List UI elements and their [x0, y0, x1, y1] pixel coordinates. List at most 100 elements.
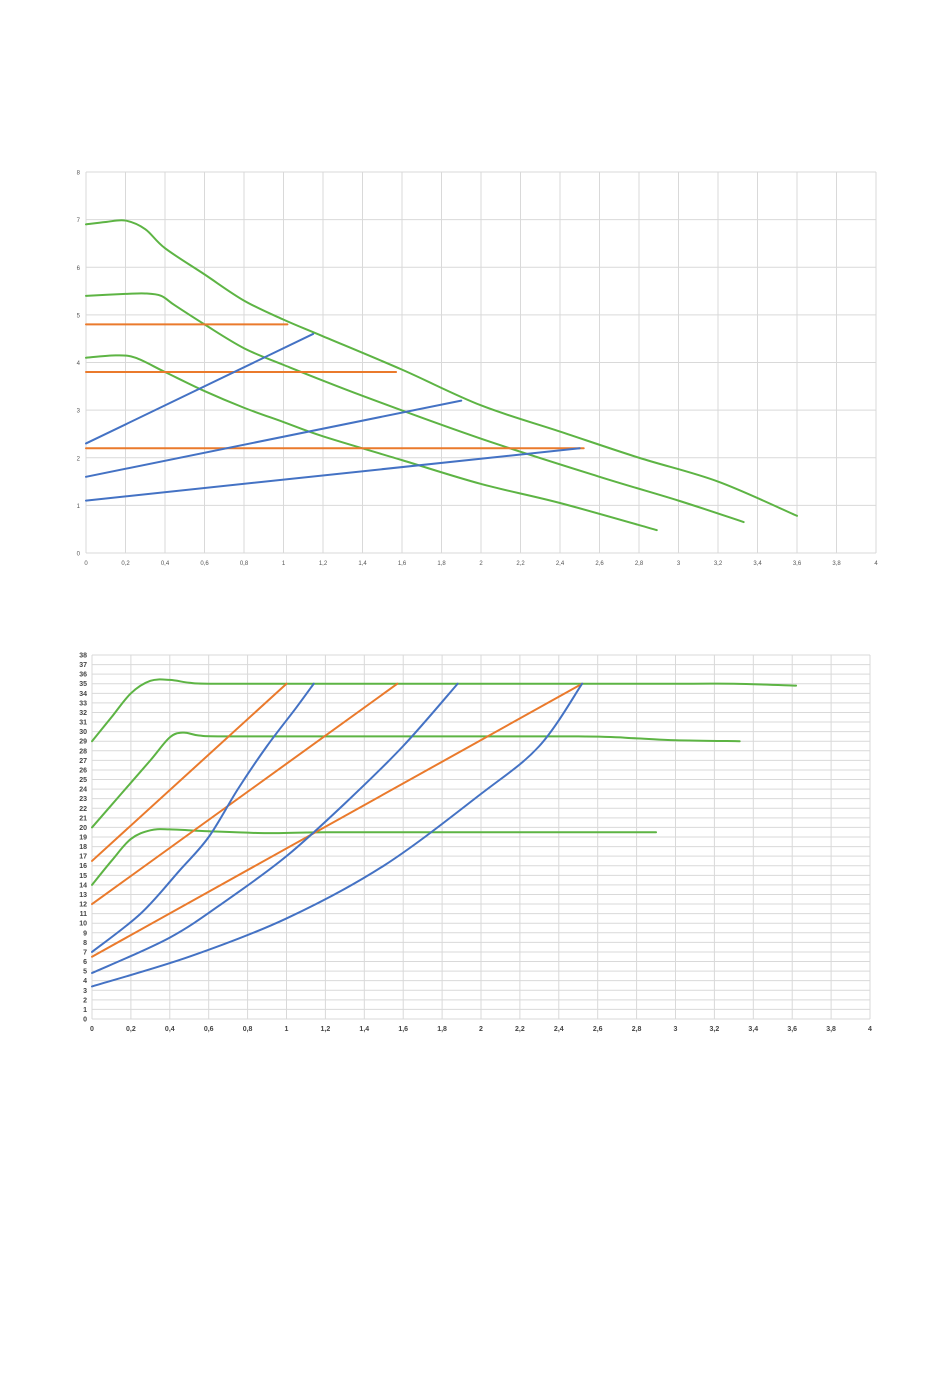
- x-tick-label: 1,4: [358, 561, 367, 567]
- top-chart: 0 0,2 0,4 0,6 0,8 1 1,2 1,4 1,6 1,8 2 2,2 2,4 2,6 2,8 3…: [0, 160, 950, 580]
- y-tick-label: 36: [79, 672, 87, 679]
- x-tick-label: 0,2: [126, 1026, 136, 1033]
- x-tick-label: 0: [84, 561, 88, 567]
- y-tick-label: 28: [79, 748, 87, 755]
- x-tick-label: 1,2: [321, 1026, 331, 1033]
- y-tick-label: 3: [83, 988, 87, 995]
- grid: [91, 654, 871, 1020]
- green-series-line: [91, 678, 798, 743]
- y-tick-label: 26: [79, 767, 87, 774]
- blue-series-line: [85, 447, 581, 502]
- y-tick-label: 4: [83, 978, 87, 985]
- y-tick-label: 2: [83, 997, 87, 1004]
- blue-series-line: [85, 332, 315, 445]
- y-tick-label: 31: [79, 720, 87, 727]
- y-tick-label: 16: [79, 863, 87, 870]
- y-tick-label: 8: [77, 171, 81, 177]
- x-tick-label: 2,4: [556, 561, 565, 567]
- x-tick-label: 3,2: [714, 561, 723, 567]
- x-tick-label: 3,4: [753, 561, 762, 567]
- y-tick-label: 4: [77, 361, 81, 367]
- x-tick-label: 0,8: [240, 561, 249, 567]
- green-series-line: [85, 292, 745, 524]
- y-tick-label: 5: [83, 969, 87, 976]
- x-tick-label: 2,4: [554, 1026, 564, 1033]
- bottom-chart: 0 0,2 0,4 0,6 0,8 1 1,2 1,4 1,6 1,8 2 2,2 2,4 2,6 2,8 3…: [0, 645, 950, 1045]
- blue-series-line: [91, 682, 315, 953]
- orange-series-line: [91, 682, 399, 906]
- y-tick-label: 10: [79, 921, 87, 928]
- y-tick-label: 6: [77, 266, 81, 272]
- y-tick-label: 32: [79, 710, 87, 717]
- y-tick-label: 14: [79, 882, 87, 889]
- y-tick-label: 1: [83, 1007, 87, 1014]
- x-tick-label: 2,6: [593, 1026, 603, 1033]
- x-tick-label: 3,8: [826, 1026, 836, 1033]
- series-group: [91, 678, 798, 988]
- x-tick-label: 2,8: [632, 1026, 642, 1033]
- y-tick-label: 7: [77, 218, 81, 224]
- y-tick-label: 3: [77, 409, 81, 415]
- x-tick-label: 3,8: [832, 561, 841, 567]
- x-tick-label: 3: [674, 1026, 678, 1033]
- y-tick-label: 7: [83, 949, 87, 956]
- x-tick-label: 0,4: [165, 1026, 175, 1033]
- y-tick-label: 1: [77, 504, 81, 510]
- y-tick-label: 2: [77, 456, 81, 462]
- y-tick-label: 27: [79, 758, 87, 765]
- x-tick-label: 3,6: [787, 1026, 797, 1033]
- x-tick-label: 0: [90, 1026, 94, 1033]
- y-tick-label: 11: [80, 911, 88, 918]
- x-tick-label: 2,6: [595, 561, 604, 567]
- x-tick-label: 4: [868, 1026, 872, 1033]
- y-tick-label: 17: [79, 854, 87, 861]
- x-tick-label: 0,8: [243, 1026, 253, 1033]
- series-group: [85, 219, 798, 532]
- y-tick-label: 25: [79, 777, 87, 784]
- x-tick-label: 2,8: [635, 561, 644, 567]
- x-tick-label: 2,2: [515, 1026, 525, 1033]
- y-tick-label: 21: [79, 815, 87, 822]
- y-tick-label: 34: [79, 691, 87, 698]
- x-tick-label: 0,4: [161, 561, 170, 567]
- y-tick-label: 23: [79, 796, 87, 803]
- y-tick-label: 0: [77, 552, 81, 558]
- blue-series-line: [91, 682, 459, 975]
- y-tick-label: 8: [83, 940, 87, 947]
- y-tick-label: 20: [79, 825, 87, 832]
- y-tick-label: 9: [83, 930, 87, 937]
- y-tick-label: 22: [79, 806, 87, 813]
- y-tick-label: 35: [79, 681, 87, 688]
- x-tick-label: 3,4: [748, 1026, 758, 1033]
- x-tick-label: 1,2: [319, 561, 328, 567]
- y-tick-label: 12: [79, 902, 87, 909]
- x-tick-label: 4: [874, 561, 878, 567]
- x-tick-label: 0,6: [200, 561, 209, 567]
- y-tick-label: 5: [77, 313, 81, 319]
- y-tick-label: 15: [79, 873, 87, 880]
- green-series-line: [85, 219, 798, 517]
- x-tick-label: 1,8: [437, 561, 446, 567]
- x-tick-label: 1,6: [398, 1026, 408, 1033]
- x-tick-label: 2: [479, 1026, 483, 1033]
- x-tick-label: 3: [677, 561, 681, 567]
- y-tick-label: 30: [79, 729, 87, 736]
- y-tick-label: 38: [79, 653, 87, 660]
- x-tick-label: 1: [282, 561, 286, 567]
- x-tick-label: 0,6: [204, 1026, 214, 1033]
- y-tick-label: 0: [83, 1017, 87, 1024]
- y-tick-label: 6: [83, 959, 87, 966]
- x-tick-label: 2,2: [516, 561, 525, 567]
- x-tick-label: 1,6: [398, 561, 407, 567]
- y-tick-label: 13: [79, 892, 87, 899]
- blue-series-line: [91, 682, 584, 988]
- x-tick-label: 3,2: [710, 1026, 720, 1033]
- orange-series-line: [91, 682, 288, 862]
- x-tick-label: 1: [285, 1026, 289, 1033]
- y-tick-label: 33: [79, 700, 87, 707]
- top-chart-svg: 0 0,2 0,4 0,6 0,8 1 1,2 1,4 1,6 1,8 2 2,2 2,4 2,6 2,8 3…: [77, 171, 879, 568]
- y-tick-label: 18: [79, 844, 87, 851]
- x-tick-label: 0,2: [121, 561, 130, 567]
- orange-series-line: [91, 682, 584, 958]
- grid: [85, 171, 877, 554]
